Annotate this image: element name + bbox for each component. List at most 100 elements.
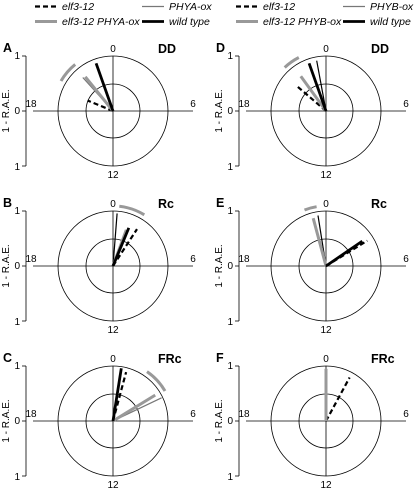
legend-item-wt: wild type (343, 16, 411, 28)
rae-axis-title: 1 - R.A.E. (1, 244, 12, 287)
clock-label-left: 18 (25, 99, 37, 110)
rae-tick-label: 0 (227, 416, 233, 427)
clock-label-bottom: 12 (107, 170, 119, 181)
rae-tick-label: 1 (227, 206, 233, 217)
rae-tick-label: 1 (227, 162, 233, 173)
phase-range-arc (283, 56, 300, 69)
rae-tick-label: 1 (227, 317, 233, 328)
panel-F: F FRc 0 6 12 18 1 0 1 1 - R.A.E. (214, 351, 409, 491)
rae-tick-label: 1 (14, 162, 20, 173)
clock-label-top: 0 (110, 199, 116, 210)
rae-tick-label: 1 (14, 317, 20, 328)
rae-tick-label: 1 (14, 206, 20, 217)
vector-elf3-12 (296, 85, 327, 112)
phase-range-arc (146, 370, 167, 392)
condition-label: FRc (158, 352, 182, 366)
vector-elf3-12 (87, 99, 114, 113)
clock-label-left: 18 (25, 254, 37, 265)
clock-label-right: 6 (190, 254, 196, 265)
legend-label-wt: wild type (370, 16, 411, 28)
legend-left: elf3-12 PHYA-ox elf3-12 PHYA-ox wild type (35, 1, 212, 28)
rae-tick-label: 1 (14, 361, 20, 372)
condition-label: FRc (371, 352, 395, 366)
clock-label-left: 18 (238, 409, 250, 420)
vector-wild-type (111, 368, 123, 422)
rae-tick-label: 1 (227, 361, 233, 372)
vector-wild-type (111, 227, 131, 267)
legend-item-elf312phya: elf3-12 PHYA-ox (35, 16, 140, 28)
rae-tick-label: 0 (14, 416, 20, 427)
legend-label-phyaox: PHYA-ox (169, 1, 212, 13)
legend-item-wt: wild type (142, 16, 210, 28)
rae-tick-label: 0 (227, 106, 233, 117)
legend-label-wt: wild type (169, 16, 210, 28)
panel-B: B Rc 0 6 12 18 1 0 1 1 - R.A.E. (1, 196, 196, 336)
legend-label-elf312phya: elf3-12 PHYA-ox (62, 16, 140, 28)
condition-label: Rc (158, 197, 174, 211)
clock-label-top: 0 (110, 354, 116, 365)
rae-tick-label: 0 (14, 106, 20, 117)
clock-label-bottom: 12 (320, 480, 332, 491)
clock-label-bottom: 12 (107, 480, 119, 491)
legend-label-phybox: PHYB-ox (370, 1, 414, 13)
rae-axis-title: 1 - R.A.E. (214, 244, 225, 287)
legend-item-elf312: elf3-12 (236, 1, 295, 13)
panel-letter: B (3, 196, 12, 210)
condition-label: DD (371, 42, 389, 56)
legend-label-elf312: elf3-12 (263, 1, 295, 13)
rae-axis-title: 1 - R.A.E. (1, 89, 12, 132)
vector-wild-type (325, 239, 364, 268)
panel-letter: E (216, 196, 224, 210)
clock-label-right: 6 (190, 409, 196, 420)
legend-item-phyaox: PHYA-ox (142, 1, 212, 13)
vector-phya-ox (112, 213, 118, 267)
legend-item-elf312: elf3-12 (35, 1, 94, 13)
rae-tick-label: 0 (227, 261, 233, 272)
panel-C: C FRc 0 6 12 18 1 0 1 1 - R.A.E. (1, 351, 196, 491)
rae-axis-title: 1 - R.A.E. (214, 399, 225, 442)
clock-label-top: 0 (323, 354, 329, 365)
vector-elf3-12-phya-ox (112, 393, 156, 423)
clock-label-right: 6 (403, 254, 409, 265)
clock-label-right: 6 (403, 99, 409, 110)
vector-elf3-12-phya-ox (84, 75, 115, 112)
clock-label-left: 18 (25, 409, 37, 420)
clock-label-top: 0 (323, 44, 329, 55)
phase-range-arc (119, 204, 146, 217)
clock-label-right: 6 (403, 409, 409, 420)
phase-range-arc (303, 205, 317, 212)
vector-elf3-12-phyb-ox (299, 75, 328, 112)
clock-label-left: 18 (238, 254, 250, 265)
clock-label-top: 0 (110, 44, 116, 55)
vector-elf3-12-phyb-ox (311, 217, 328, 267)
legend-item-phybox: PHYB-ox (343, 1, 414, 13)
legend-item-elf312phyb: elf3-12 PHYB-ox (236, 16, 342, 28)
legend-label-elf312phyb: elf3-12 PHYB-ox (263, 16, 342, 28)
condition-label: Rc (371, 197, 387, 211)
vector-elf3-12 (112, 228, 138, 267)
vector-elf3-12 (325, 376, 351, 422)
clock-label-bottom: 12 (320, 170, 332, 181)
panel-letter: F (216, 351, 224, 365)
rae-axis-title: 1 - R.A.E. (214, 89, 225, 132)
rae-tick-label: 1 (14, 472, 20, 483)
clock-label-right: 6 (190, 99, 196, 110)
clock-label-bottom: 12 (107, 325, 119, 336)
legend-label-elf312: elf3-12 (62, 1, 94, 13)
rae-tick-label: 1 (227, 51, 233, 62)
vector-wild-type (307, 62, 328, 112)
panels: A DD 0 6 12 18 1 0 1 1 - R.A.E. B Rc 0 6 12 18 1 0 1 1 - R.… (1, 41, 409, 491)
rae-axis-title: 1 - R.A.E. (1, 399, 12, 442)
clock-label-left: 18 (238, 99, 250, 110)
legend-right: elf3-12 PHYB-ox elf3-12 PHYB-ox wild type (236, 1, 414, 28)
rae-tick-label: 1 (14, 51, 20, 62)
rae-tick-label: 1 (227, 472, 233, 483)
condition-label: DD (158, 42, 176, 56)
panel-letter: C (3, 351, 12, 365)
rae-tick-label: 0 (14, 261, 20, 272)
panel-E: E Rc 0 6 12 18 1 0 1 1 - R.A.E. (214, 196, 409, 336)
clock-label-top: 0 (323, 199, 329, 210)
clock-label-bottom: 12 (320, 325, 332, 336)
